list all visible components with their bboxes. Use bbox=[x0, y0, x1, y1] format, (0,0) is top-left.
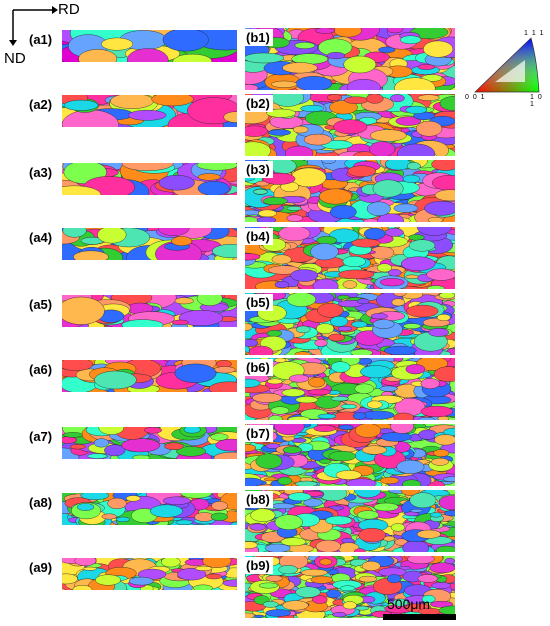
panel-label-a3: (a3) bbox=[26, 164, 56, 181]
ebsd-map-b4 bbox=[245, 227, 455, 289]
ipf-label-111: 1 1 1 bbox=[524, 30, 545, 37]
panel-label-a8: (a8) bbox=[26, 494, 56, 511]
ebsd-map-b8 bbox=[245, 490, 455, 552]
panel-label-b7: (b7) bbox=[243, 425, 273, 442]
ipf-color-key bbox=[474, 37, 540, 93]
panel-label-b5: (b5) bbox=[243, 294, 273, 311]
ebsd-map-a1 bbox=[62, 30, 237, 62]
panel-label-a5: (a5) bbox=[26, 296, 56, 313]
ebsd-map-b6 bbox=[245, 358, 455, 420]
scale-bar-label: 500μm bbox=[387, 596, 431, 612]
panel-label-a4: (a4) bbox=[26, 229, 56, 246]
ebsd-map-a9 bbox=[62, 558, 237, 590]
scale-bar bbox=[383, 614, 456, 620]
panel-label-a6: (a6) bbox=[26, 361, 56, 378]
ebsd-map-b5 bbox=[245, 293, 455, 355]
panel-label-b9: (b9) bbox=[243, 557, 273, 574]
panel-label-b8: (b8) bbox=[243, 491, 273, 508]
panel-label-b4: (b4) bbox=[243, 228, 273, 245]
ipf-label-001: 0 0 1 bbox=[465, 94, 486, 101]
panel-label-b3: (b3) bbox=[243, 161, 273, 178]
ebsd-map-b2 bbox=[245, 94, 455, 156]
ebsd-map-a2 bbox=[62, 95, 237, 127]
ebsd-map-b1 bbox=[245, 28, 455, 90]
panel-label-b6: (b6) bbox=[243, 359, 273, 376]
ebsd-map-a7 bbox=[62, 427, 237, 459]
rd-nd-axes bbox=[9, 6, 58, 46]
panel-label-a7: (a7) bbox=[26, 428, 56, 445]
ebsd-map-a8 bbox=[62, 493, 237, 525]
panel-label-a9: (a9) bbox=[26, 559, 56, 576]
panel-label-b1: (b1) bbox=[243, 29, 273, 46]
ebsd-map-b7 bbox=[245, 424, 455, 486]
ebsd-map-a3 bbox=[62, 163, 237, 195]
rd-label: RD bbox=[58, 1, 80, 18]
ebsd-map-b3 bbox=[245, 160, 455, 222]
ebsd-map-a6 bbox=[62, 360, 237, 392]
nd-label: ND bbox=[4, 50, 26, 67]
ebsd-map-a4 bbox=[62, 228, 237, 260]
panel-label-a1: (a1) bbox=[26, 31, 56, 48]
panel-label-a2: (a2) bbox=[26, 96, 56, 113]
ipf-label-101: 1 0 1 bbox=[530, 94, 543, 108]
panel-label-b2: (b2) bbox=[243, 95, 273, 112]
ebsd-map-a5 bbox=[62, 295, 237, 327]
